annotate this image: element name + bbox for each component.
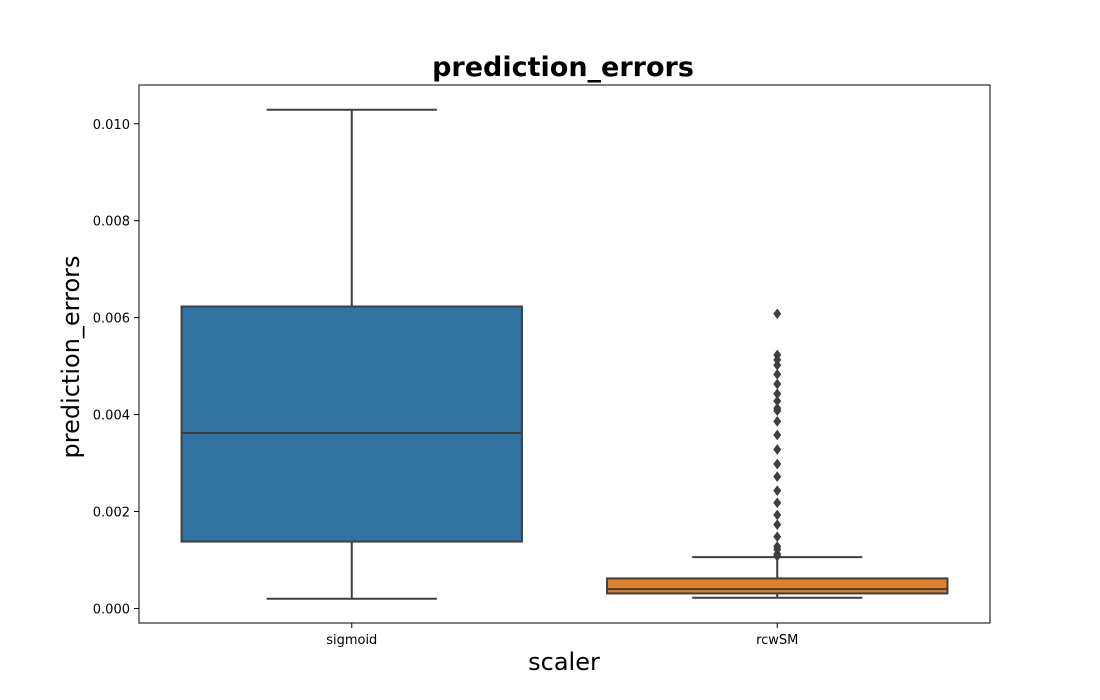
outlier-point: [773, 485, 782, 497]
y-tick-label: 0.004: [93, 409, 130, 424]
outlier-point: [773, 541, 782, 552]
plot-frame: [138, 84, 991, 624]
outlier-point: [773, 378, 782, 390]
outlier-point: [773, 444, 782, 455]
y-tick-label: 0.010: [93, 118, 130, 133]
outlier-point: [773, 395, 782, 407]
y-tick-label: 0.002: [93, 506, 130, 521]
outlier-point: [773, 349, 782, 361]
box-rcwSM: [606, 577, 949, 595]
outlier-point: [773, 519, 782, 530]
outlier-point: [773, 531, 782, 543]
outlier-point: [773, 369, 782, 380]
y-tick-label: 0.008: [93, 215, 130, 230]
y-axis-label: prediction_errors: [57, 255, 85, 458]
outlier-point: [773, 308, 782, 320]
outlier-point: [773, 388, 782, 400]
outlier-point: [773, 497, 782, 509]
y-tick-label: 0.006: [93, 312, 130, 327]
outlier-point: [773, 458, 782, 470]
outlier-point: [773, 402, 782, 414]
x-tick-label: sigmoid: [326, 633, 377, 648]
plot-area: 0.000 0.002 0.004 0.006 0.008 0.010 sigmoid rcw…: [93, 108, 949, 648]
chart-title: prediction_errors: [432, 52, 694, 83]
outlier-point: [773, 416, 782, 427]
y-tick-label: 0.000: [93, 602, 130, 617]
outlier-point: [773, 429, 782, 441]
outlier-point: [773, 471, 782, 482]
x-axis-label: scaler: [528, 648, 600, 676]
outlier-point: [773, 509, 782, 521]
box-sigmoid: [180, 305, 523, 543]
x-tick-label: rcwSM: [756, 633, 798, 648]
